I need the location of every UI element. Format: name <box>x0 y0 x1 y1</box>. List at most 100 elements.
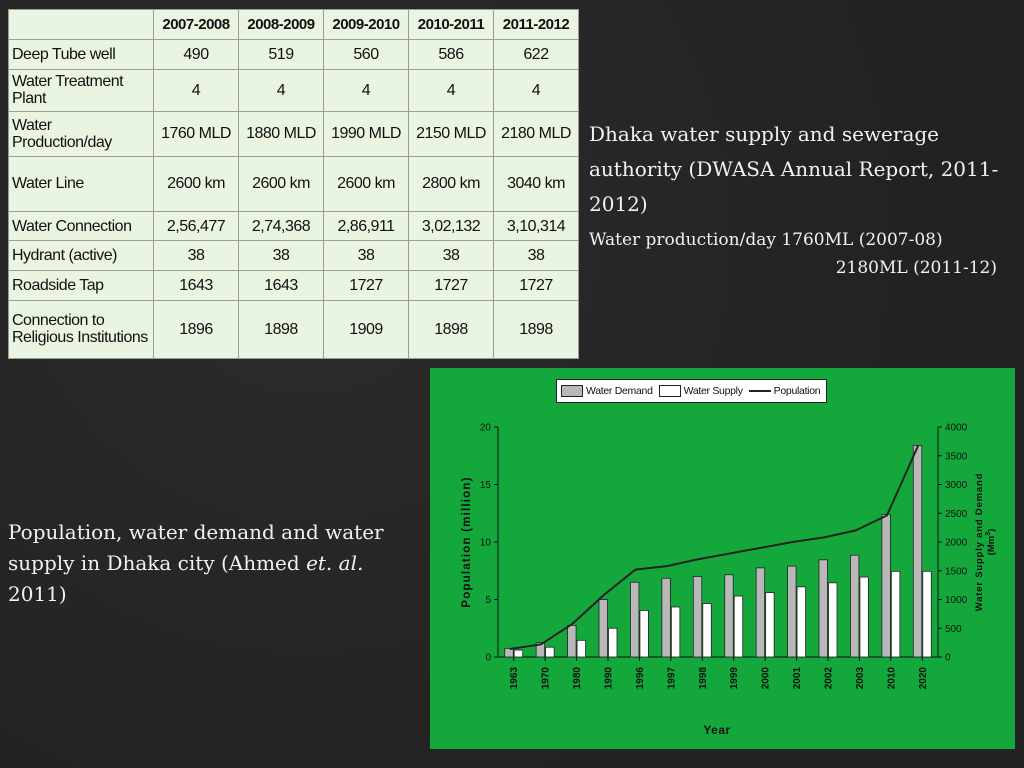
table-cell: 490 <box>153 39 239 70</box>
supply-bar <box>859 576 869 658</box>
supply-bar <box>890 570 901 658</box>
table-cell: 3,02,132 <box>408 210 494 242</box>
x-tick-label: 2002 <box>824 667 835 690</box>
y2-tick-label: 3500 <box>945 451 968 462</box>
table-cell: 2800 km <box>408 155 494 212</box>
y-tick-label: 15 <box>480 480 492 491</box>
table-row: Connection to Religious Institutions 1896… <box>8 299 579 360</box>
supply-bar <box>576 639 586 658</box>
column-header: 2009-2010 <box>323 9 409 40</box>
column-header: 2010-2011 <box>408 9 494 40</box>
table-cell: 586 <box>408 39 494 70</box>
table-cell: 560 <box>323 39 409 70</box>
table-cell: 38 <box>408 240 494 272</box>
demand-bar <box>724 574 734 658</box>
y-tick-label: 5 <box>485 595 491 606</box>
table-cell: 38 <box>323 240 409 272</box>
report-source-title: Dhaka water supply and sewerage authorit… <box>589 122 999 216</box>
supply-bar <box>608 627 618 658</box>
demand-bar <box>850 554 860 658</box>
y-axis-label: Population (million) <box>461 476 473 607</box>
table-cell: 38 <box>153 240 239 272</box>
x-tick-label: 1997 <box>666 667 677 690</box>
population-line <box>509 444 920 650</box>
x-tick-label: 2000 <box>761 667 772 690</box>
x-tick-label: 1963 <box>509 667 520 690</box>
table-row: Water Treatment Plant 4 4 4 4 4 <box>8 68 579 112</box>
y2-unit-close: ) <box>986 529 997 532</box>
table-cell: 2,56,477 <box>153 210 239 242</box>
table-cell: 2,86,911 <box>323 210 409 242</box>
table-cell: 1898 <box>408 299 494 360</box>
table-cell: 2600 km <box>323 155 409 212</box>
y-tick-label: 10 <box>480 538 492 549</box>
table-cell: 1760 MLD <box>153 110 239 157</box>
x-tick-label: 2010 <box>886 667 897 690</box>
table-cell: 519 <box>238 39 324 70</box>
x-tick-label: 2003 <box>855 667 866 690</box>
demand-bar <box>912 445 923 658</box>
y-tick-label: 0 <box>485 653 491 664</box>
table-row: Water Line 2600 km 2600 km 2600 km 2800 km 30… <box>8 155 579 212</box>
demand-bar <box>567 624 577 658</box>
demand-bar <box>504 647 514 658</box>
table-cell: 4 <box>153 68 239 112</box>
table-cell: 1727 <box>493 270 579 301</box>
legend-swatch-supply <box>658 385 681 397</box>
y2-unit-text: (Mm <box>986 536 997 556</box>
column-header: 2011-2012 <box>493 9 579 40</box>
table-cell: 1909 <box>323 299 409 360</box>
x-tick-label: 2020 <box>918 667 929 690</box>
table-cell: 2,74,368 <box>238 210 324 242</box>
row-label: Deep Tube well <box>8 39 154 70</box>
demand-bar <box>692 576 703 658</box>
table-cell: 4 <box>323 68 409 112</box>
table-cell: 1896 <box>153 299 239 360</box>
demand-bar <box>598 599 608 658</box>
table-cell: 1990 MLD <box>323 110 409 157</box>
caption-text-end: 2011) <box>8 582 67 606</box>
dwasa-table-panel: 2007-2008 2008-2009 2009-2010 2010-2011 … <box>8 9 579 360</box>
chart-caption: Population, water demand and water suppl… <box>8 517 418 610</box>
x-tick-label: 1999 <box>729 667 740 690</box>
table-cell: 38 <box>238 240 324 272</box>
table-row: Water Connection 2,56,477 2,74,368 2,86,911… <box>8 210 579 242</box>
chart-svg: 0 5 10 15 20 0 500 1000 1500 2000 2500 3000 3500 4000… <box>461 423 997 738</box>
legend-label-supply: Water Supply <box>683 385 743 397</box>
table-row: Roadside Tap 1643 1643 1727 1727 1727 <box>8 270 579 301</box>
supply-bar <box>545 646 555 658</box>
table-cell: 2150 MLD <box>408 110 494 157</box>
x-tick-label: 1980 <box>572 667 583 690</box>
supply-bar <box>828 582 838 658</box>
demand-bar <box>661 577 671 658</box>
row-label: Water Connection <box>8 210 154 242</box>
table-row: Water Production/day 1760 MLD 1880 MLD 1990… <box>8 110 579 157</box>
legend-swatch-population <box>748 390 771 392</box>
x-axis-label: Year <box>703 723 730 737</box>
demand-bar <box>535 642 546 658</box>
x-tick-label: 1990 <box>604 667 615 690</box>
table-corner-cell <box>8 9 154 40</box>
legend-item-population: Population <box>748 385 821 397</box>
demand-bar <box>881 513 891 658</box>
table-cell: 2180 MLD <box>493 110 579 157</box>
y2-tick-label: 500 <box>945 624 962 635</box>
y2-tick-label: 2000 <box>945 538 968 549</box>
row-label: Water Line <box>8 155 154 212</box>
demand-bar <box>787 565 797 658</box>
table-cell: 2600 km <box>238 155 324 212</box>
table-cell: 4 <box>238 68 324 112</box>
population-water-chart: 0 5 10 15 20 0 500 1000 1500 2000 2500 3000 3500 4000… <box>430 368 1015 749</box>
demand-bar <box>630 581 640 658</box>
table-row: Hydrant (active) 38 38 38 38 38 <box>8 240 579 272</box>
table-row: Deep Tube well 490 519 560 586 622 <box>8 39 579 70</box>
supply-bar <box>639 610 649 658</box>
dwasa-report-text: Dhaka water supply and sewerage authorit… <box>589 117 1009 282</box>
x-tick-label: 1996 <box>635 667 646 690</box>
y2-tick-label: 2500 <box>945 509 968 520</box>
table-cell: 38 <box>493 240 579 272</box>
table-cell: 1643 <box>238 270 324 301</box>
supply-bar <box>796 586 806 658</box>
y2-tick-label: 4000 <box>945 423 968 434</box>
row-label: Roadside Tap <box>8 270 154 301</box>
